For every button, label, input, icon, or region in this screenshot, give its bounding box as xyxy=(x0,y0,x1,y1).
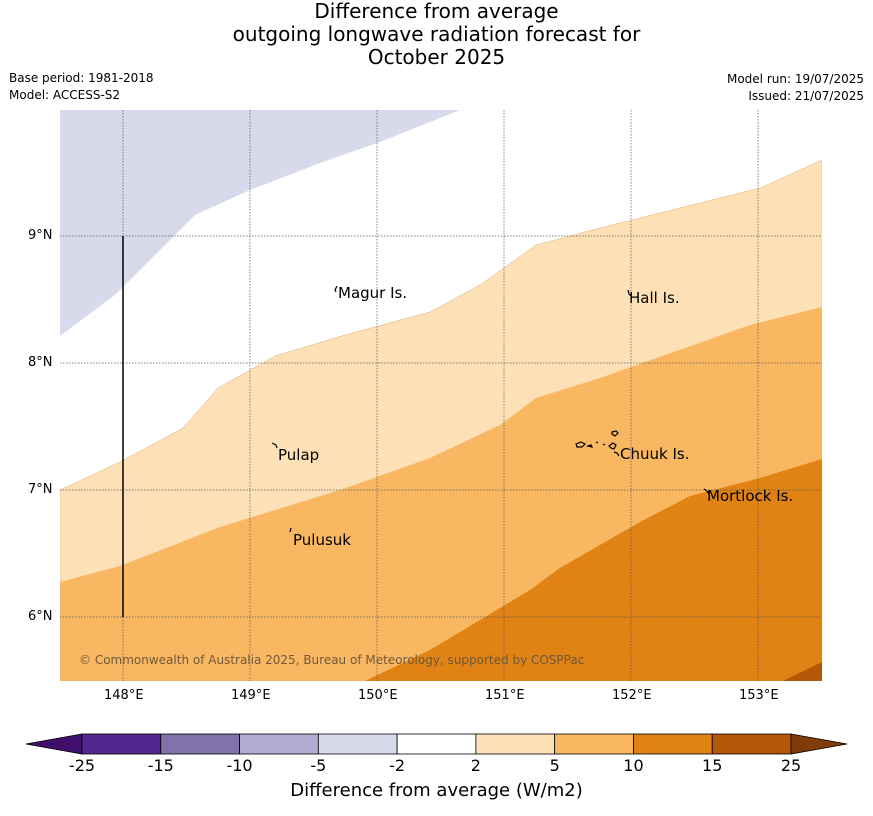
lon-tick: 152°E xyxy=(612,688,652,703)
band-15-to-25 xyxy=(783,662,822,681)
lat-tick: 8°N xyxy=(28,355,53,370)
band-10-to-15 xyxy=(365,459,822,681)
island-hall xyxy=(627,289,632,297)
colorbar-swatch xyxy=(239,733,319,755)
place-label-magur: Magur Is. xyxy=(338,284,408,302)
colorbar-tick-label: -10 xyxy=(226,756,253,775)
colorbar-tick-label: 25 xyxy=(780,756,802,775)
colorbar-tick-label: 10 xyxy=(623,756,644,775)
colorbar-swatch xyxy=(633,733,713,755)
meta-left: Base period: 1981-2018 Model: ACCESS-S2 xyxy=(9,70,154,104)
lon-tick: 151°E xyxy=(485,688,525,703)
colorbar-tick-label: -2 xyxy=(389,756,406,775)
lon-tick: 149°E xyxy=(231,688,271,703)
title-line-2: outgoing longwave radiation forecast for xyxy=(232,22,641,46)
colorbar-tick-label: 2 xyxy=(470,756,481,775)
colorbar-arrow-low xyxy=(25,733,83,755)
lat-tick: 7°N xyxy=(28,482,53,497)
copyright-notice: © Commonwealth of Australia 2025, Bureau… xyxy=(79,653,585,667)
colorbar-tick-label: -25 xyxy=(68,756,96,775)
lon-tick: 153°E xyxy=(739,688,779,703)
colorbar-label: Difference from average (W/m2) xyxy=(290,780,583,801)
place-label-mortlock: Mortlock Is. xyxy=(707,487,794,505)
island-mortlock xyxy=(703,488,710,495)
title-line-3: October 2025 xyxy=(367,45,506,69)
island-pulap xyxy=(271,442,278,449)
anomaly-map xyxy=(60,110,822,681)
model-name: Model: ACCESS-S2 xyxy=(9,88,121,102)
island-pulusuk xyxy=(289,527,292,533)
colorbar-swatch xyxy=(160,733,240,755)
issued-date: Issued: 21/07/2025 xyxy=(748,89,864,103)
chart-title: Difference from average outgoing longwav… xyxy=(0,0,873,69)
colorbar-swatches xyxy=(25,733,848,755)
lat-tick: 6°N xyxy=(28,609,53,624)
place-label-pulap: Pulap xyxy=(278,446,320,464)
colorbar-swatch xyxy=(81,733,162,755)
colorbar-swatch xyxy=(475,733,556,755)
colorbar-swatch xyxy=(554,733,634,755)
band-minus-5-to-minus-2 xyxy=(60,110,460,336)
island-outlines xyxy=(271,285,710,533)
place-label-hall: Hall Is. xyxy=(629,289,680,307)
island-magur xyxy=(334,285,338,293)
island-chuuk xyxy=(575,430,620,457)
colorbar-swatch xyxy=(711,733,792,755)
lat-tick: 9°N xyxy=(28,228,53,243)
model-run: Model run: 19/07/2025 xyxy=(726,72,864,86)
title-line-1: Difference from average xyxy=(314,0,559,23)
place-label-pulusuk: Pulusuk xyxy=(293,531,351,549)
colorbar-swatch xyxy=(317,733,398,755)
place-label-chuuk: Chuuk Is. xyxy=(620,445,690,463)
colorbar-tick-label: 15 xyxy=(702,756,723,775)
lon-tick: 150°E xyxy=(358,688,398,703)
colorbar-tick-label: 5 xyxy=(549,756,560,775)
lon-tick: 148°E xyxy=(104,688,144,703)
colorbar-tick-label: -15 xyxy=(147,756,174,775)
meta-right: Model run: 19/07/2025 Issued: 21/07/2025 xyxy=(727,71,864,105)
base-period: Base period: 1981-2018 xyxy=(9,71,154,85)
colorbar-tick-label: -5 xyxy=(310,756,327,775)
colorbar-swatch xyxy=(396,733,477,755)
colorbar-arrow-high xyxy=(790,733,848,755)
